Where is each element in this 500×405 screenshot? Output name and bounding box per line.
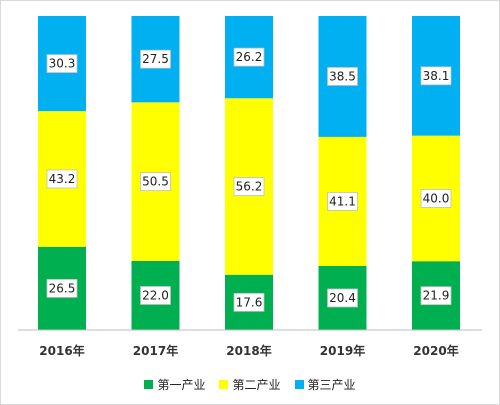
data-label-box (46, 278, 78, 298)
data-label-box (420, 189, 452, 208)
data-label: 40.0 (423, 191, 450, 205)
legend-swatch-primary (144, 379, 154, 389)
data-label: 27.5 (142, 52, 169, 66)
data-label: 30.3 (49, 57, 76, 71)
data-label: 41.1 (329, 194, 356, 208)
legend: 第一产业 第二产业 第三产业 (0, 374, 500, 394)
legend-label-tertiary: 第三产业 (307, 377, 356, 392)
data-label: 56.2 (236, 180, 263, 194)
x-tick-labels: 2016年 2017年 2018年 2019年 2020年 (39, 343, 458, 358)
data-label: 50.5 (142, 175, 169, 189)
data-label: 26.2 (236, 50, 263, 64)
legend-label-primary: 第一产业 (157, 377, 206, 392)
data-label: 38.1 (423, 69, 450, 83)
data-label-box (327, 288, 358, 308)
data-label-box (233, 292, 265, 312)
legend-item-secondary: 第二产业 (219, 376, 281, 393)
x-tick-label: 2020年 (413, 343, 458, 358)
data-label-box (233, 47, 265, 67)
data-label-box (233, 177, 265, 196)
data-label-box (140, 172, 171, 192)
data-label-box (140, 286, 171, 305)
data-label-box (46, 169, 78, 189)
x-tick-label: 2019年 (320, 343, 365, 358)
data-label-box (140, 49, 171, 69)
data-label: 22.0 (142, 288, 169, 302)
data-label-box (420, 286, 452, 306)
legend-label-secondary: 第二产业 (232, 377, 281, 392)
x-tick-label: 2016年 (39, 343, 84, 358)
data-label-box (420, 66, 452, 86)
data-label-box (327, 192, 358, 211)
data-label: 26.5 (49, 281, 76, 295)
legend-swatch-secondary (219, 379, 229, 389)
data-label: 17.6 (236, 295, 263, 309)
x-tick-label: 2018年 (226, 343, 271, 358)
data-label-box (327, 67, 358, 86)
data-label: 21.9 (423, 289, 450, 303)
x-tick-label: 2017年 (133, 343, 178, 358)
data-label: 20.4 (329, 291, 356, 305)
data-label: 38.5 (329, 69, 356, 83)
data-label: 43.2 (49, 172, 76, 186)
legend-swatch-tertiary (294, 379, 304, 389)
legend-item-tertiary: 第三产业 (294, 376, 356, 393)
data-label-box (46, 54, 78, 73)
legend-item-primary: 第一产业 (144, 376, 205, 393)
value-labels-layer: 26.5 43.2 30.3 22.0 50.5 27.5 17.6 56.2 26.2 20.4… (46, 47, 452, 312)
